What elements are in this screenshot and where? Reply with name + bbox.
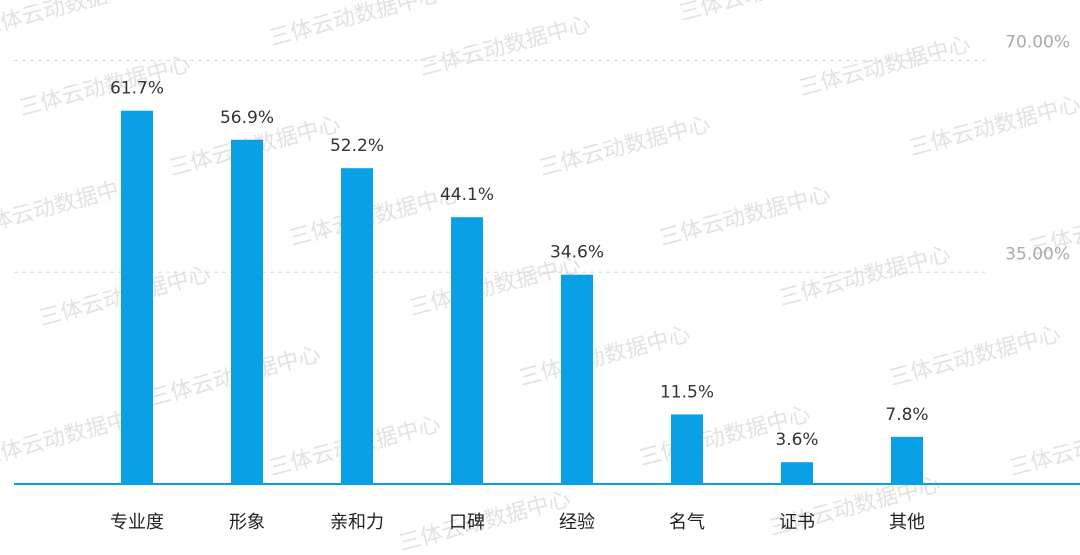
watermark: 三体云动数据中心: [657, 182, 833, 252]
bar: [891, 436, 923, 484]
bar: [451, 217, 483, 484]
value-label: 11.5%: [660, 382, 714, 402]
watermark: 三体云动数据中心: [0, 0, 153, 42]
bar: [341, 168, 373, 484]
x-tick-label: 其他: [889, 512, 925, 533]
watermark: 三体云动数据中心: [17, 52, 193, 122]
x-tick-label: 形象: [229, 512, 265, 533]
value-label: 3.6%: [775, 430, 818, 450]
bar: [121, 110, 153, 484]
x-tick-label: 专业度: [110, 512, 164, 533]
x-tick-label: 口碑: [449, 512, 485, 533]
watermark: 三体云动数据中心: [907, 92, 1080, 162]
value-label: 61.7%: [110, 79, 164, 99]
x-tick-label: 经验: [559, 512, 595, 533]
watermark: 三体云动数据中心: [417, 12, 593, 82]
watermark: 三体云动数据中心: [887, 322, 1063, 392]
watermark: 三体云动数据中心: [517, 322, 693, 392]
watermark: 三体云动数据中心: [777, 242, 953, 312]
bar: [671, 414, 703, 484]
watermark: 三体云动数据中心: [267, 0, 443, 52]
value-label: 52.2%: [330, 136, 384, 156]
value-label: 7.8%: [885, 405, 928, 425]
y-tick-label: 35.00%: [1005, 244, 1070, 264]
value-label: 34.6%: [550, 243, 604, 263]
watermark: 三体云动数据中心: [677, 0, 853, 27]
y-tick-label: 70.00%: [1005, 33, 1070, 53]
watermark: 三体云动数据中心: [537, 112, 713, 182]
x-tick-label: 证书: [779, 512, 815, 533]
x-tick-label: 名气: [669, 512, 705, 533]
x-tick-label: 亲和力: [330, 512, 384, 533]
bar: [781, 462, 813, 484]
value-label: 56.9%: [220, 108, 274, 128]
watermark: 三体云动数据中心: [287, 182, 463, 252]
value-label: 44.1%: [440, 185, 494, 205]
bar: [561, 274, 593, 484]
watermark: 三体云动数据中心: [797, 32, 973, 102]
watermark: 三体云动数据中心: [1007, 412, 1080, 482]
bar: [231, 139, 263, 484]
